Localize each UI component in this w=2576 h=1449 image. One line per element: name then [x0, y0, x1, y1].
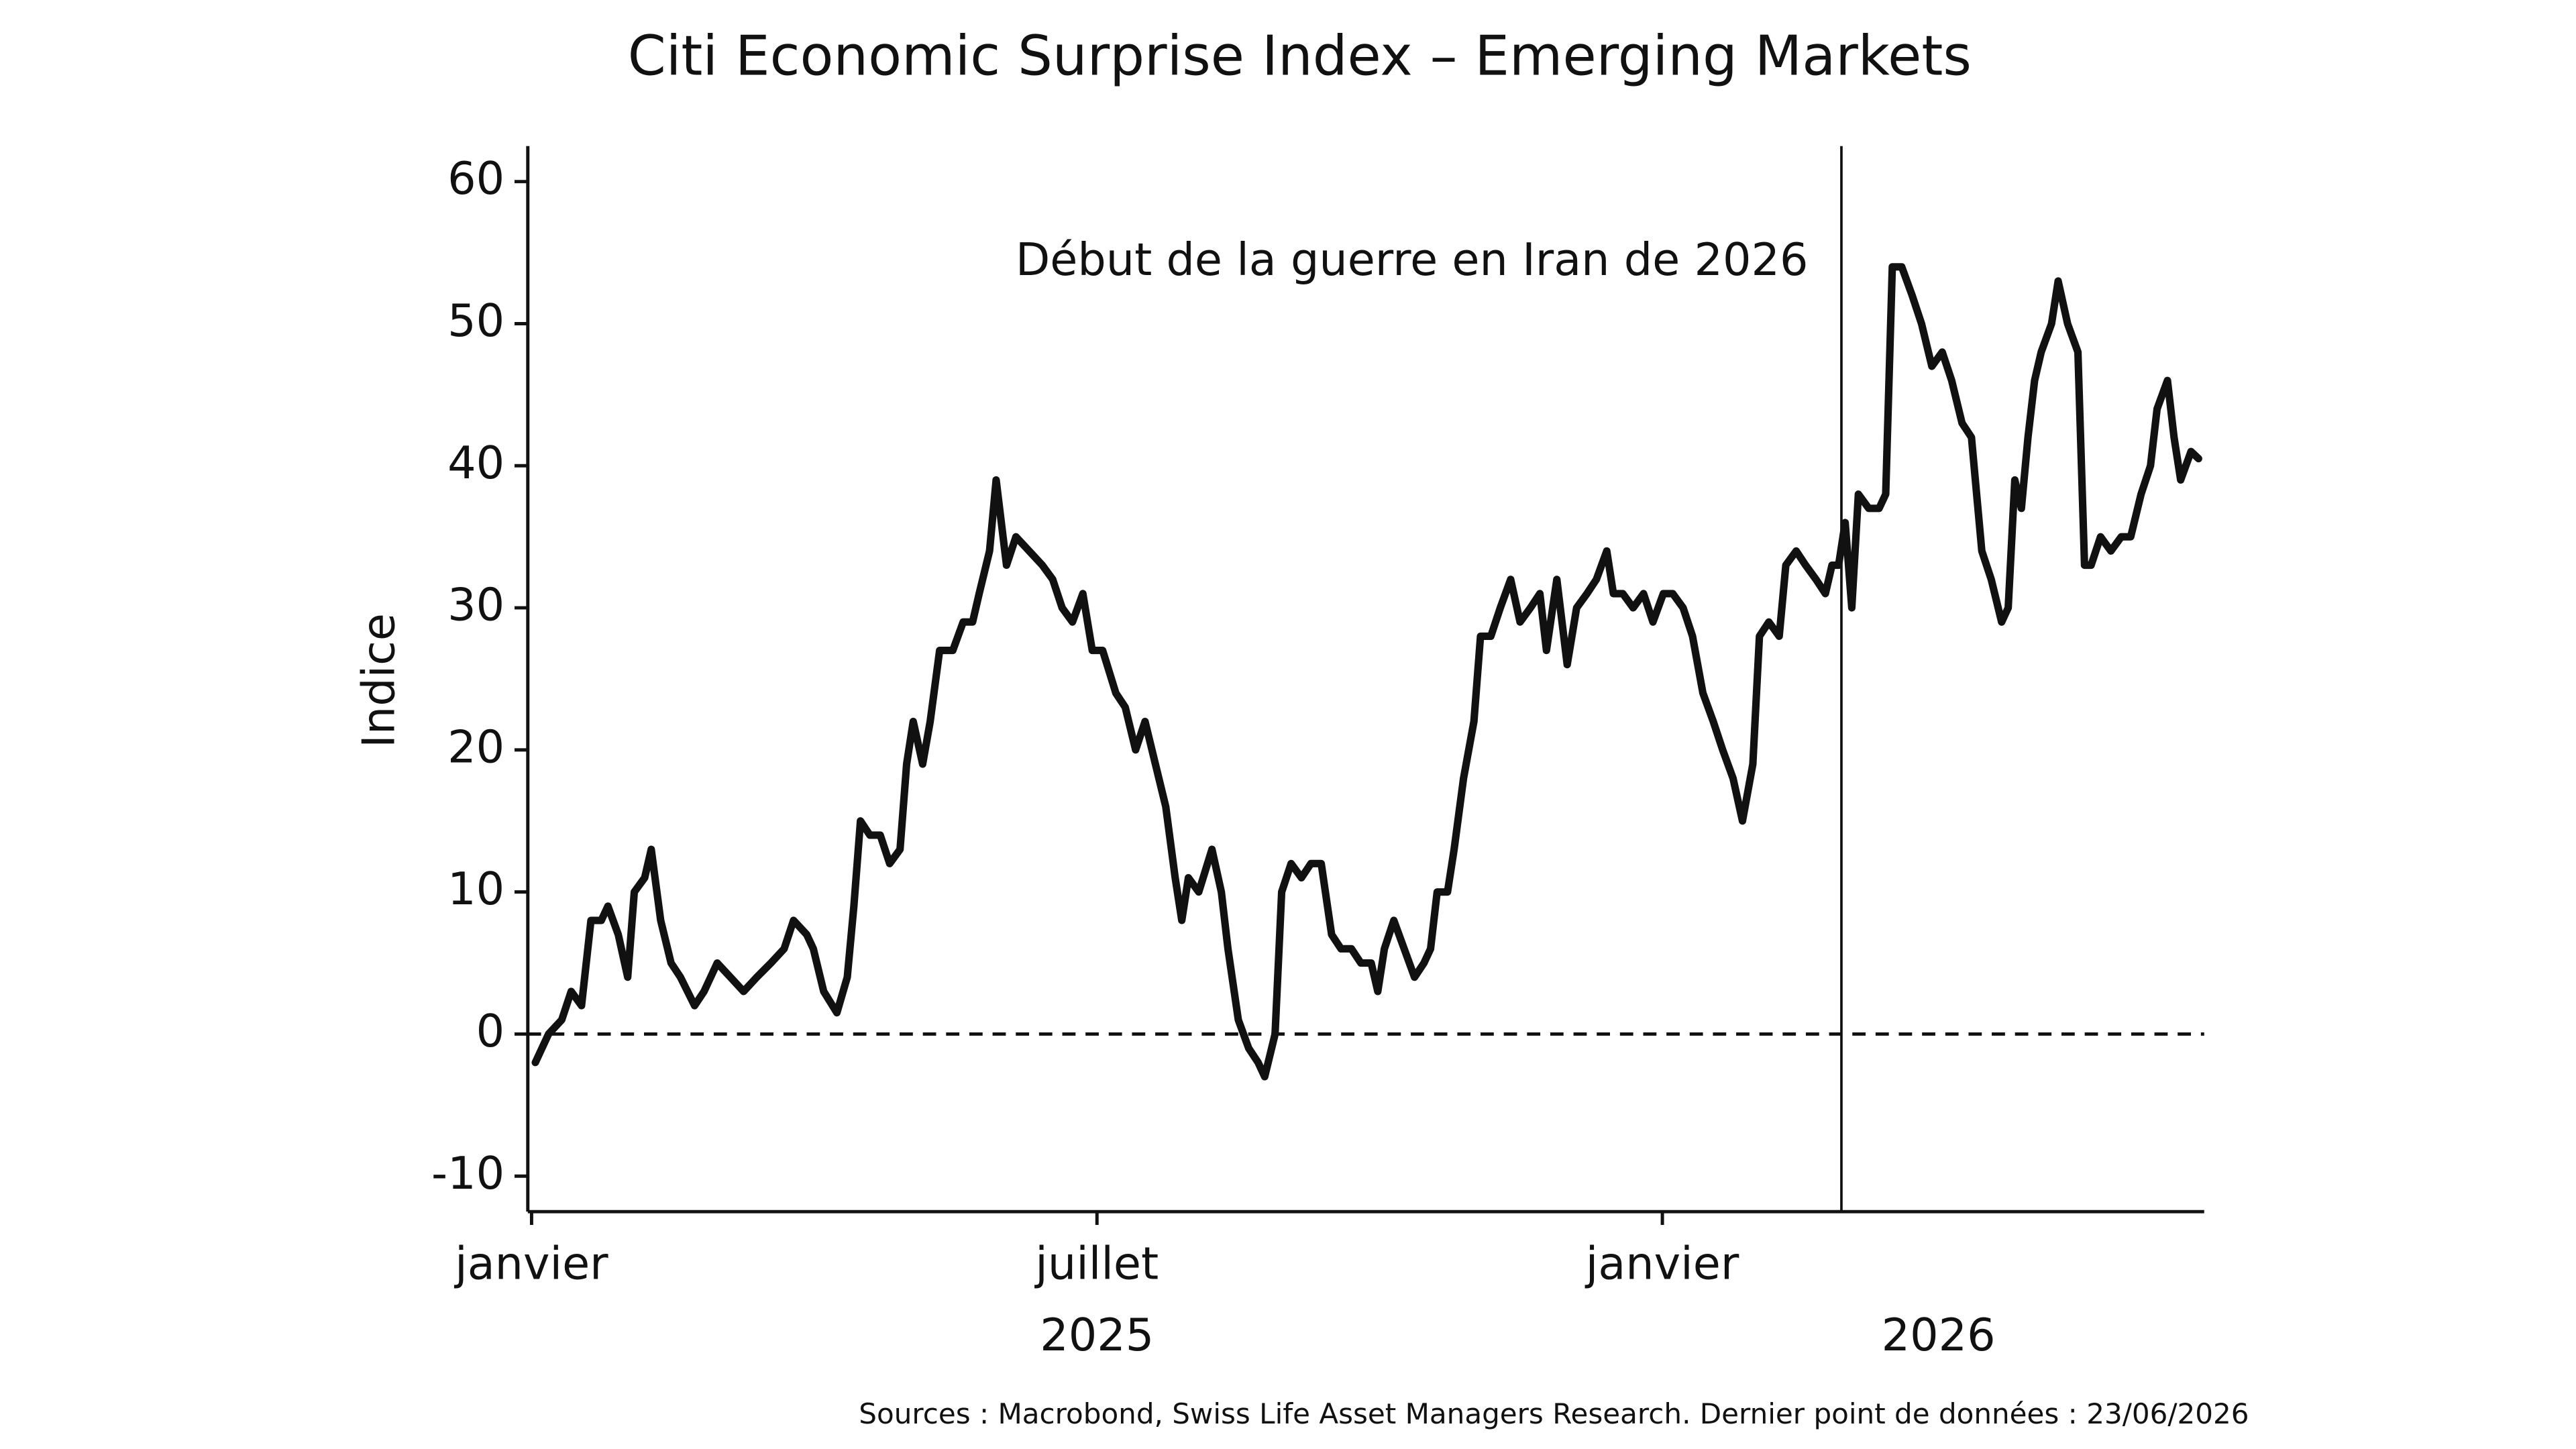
y-axis-label: Indice	[353, 613, 405, 748]
x-tick-label: janvier	[453, 1237, 608, 1289]
y-tick-label: 0	[476, 1005, 505, 1057]
x-tick-label: janvier	[1585, 1237, 1739, 1289]
y-tick-label: 60	[447, 152, 504, 205]
y-tick-label: 40	[447, 437, 504, 489]
year-label: 2025	[1040, 1309, 1154, 1361]
year-label: 2026	[1882, 1309, 1996, 1361]
y-tick-label: 20	[447, 720, 504, 773]
x-tick-label: juillet	[1034, 1237, 1159, 1289]
data-line	[531, 263, 2202, 1081]
chart-title: Citi Economic Surprise Index – Emerging …	[628, 25, 1972, 89]
y-tick-label: 10	[447, 863, 504, 915]
y-tick-label: 30	[447, 579, 504, 631]
y-tick-label: 50	[447, 294, 504, 347]
source-note: Sources : Macrobond, Swiss Life Asset Ma…	[859, 1397, 2249, 1430]
y-tick-label: -10	[431, 1147, 504, 1199]
annotation: Début de la guerre en Iran de 2026	[1016, 233, 1809, 286]
